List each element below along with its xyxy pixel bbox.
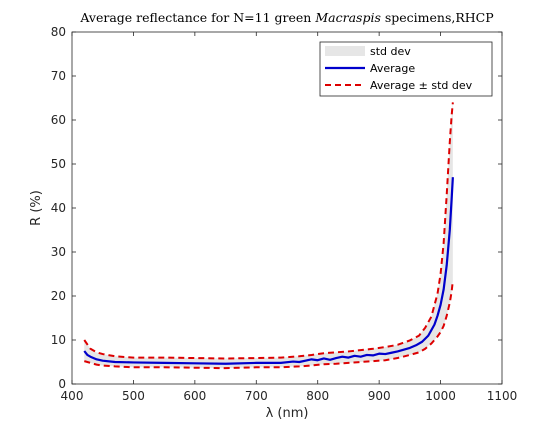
y-axis-label: R (%): [29, 190, 44, 226]
legend: std dev Average Average ± std dev: [319, 41, 493, 97]
y-tick-label: 20: [51, 289, 66, 303]
y-tick-label: 40: [51, 201, 66, 215]
x-tick-label: 700: [245, 389, 268, 403]
y-tick-label: 10: [51, 333, 66, 347]
chart-title-part-2: Macraspis: [314, 10, 381, 25]
x-tick-label: 500: [122, 389, 145, 403]
y-tick-label: 50: [51, 157, 66, 171]
chart-title-part-1: Average reflectance for N=11 green: [79, 10, 315, 25]
x-tick-label: 400: [61, 389, 84, 403]
y-tick-label: 80: [51, 25, 66, 39]
average-plus-std-line: [83, 102, 454, 360]
x-tick-label: 800: [306, 389, 329, 403]
legend-average-label: Average: [370, 62, 415, 75]
x-tick-label: 1000: [425, 389, 456, 403]
x-axis-label: λ (nm): [266, 406, 309, 421]
y-tick-label: 0: [58, 377, 66, 391]
series-lines-layer: [83, 102, 454, 370]
x-tick-label: 1100: [487, 389, 518, 403]
chart-title-part-3: specimens,RHCP: [381, 10, 494, 25]
y-tick-label: 60: [51, 113, 66, 127]
legend-average-pm-std-label: Average ± std dev: [370, 79, 473, 92]
legend-std-dev-swatch: [325, 46, 365, 56]
y-axis-ticks: 0 10 20 30 40 50 60 70 80: [51, 25, 502, 391]
std-dev-band: [84, 102, 453, 369]
std-dev-band-layer: [84, 102, 453, 369]
average-minus-std-line: [84, 280, 454, 370]
legend-std-dev-label: std dev: [370, 45, 411, 58]
x-tick-label: 900: [368, 389, 391, 403]
x-tick-label: 600: [183, 389, 206, 403]
x-axis-ticks: 400 500 600 700 800 900 1000 1100: [61, 32, 518, 403]
y-tick-label: 30: [51, 245, 66, 259]
average-line: [83, 177, 454, 365]
chart-title: Average reflectance for N=11 green Macra…: [79, 10, 493, 25]
y-tick-label: 70: [51, 69, 66, 83]
